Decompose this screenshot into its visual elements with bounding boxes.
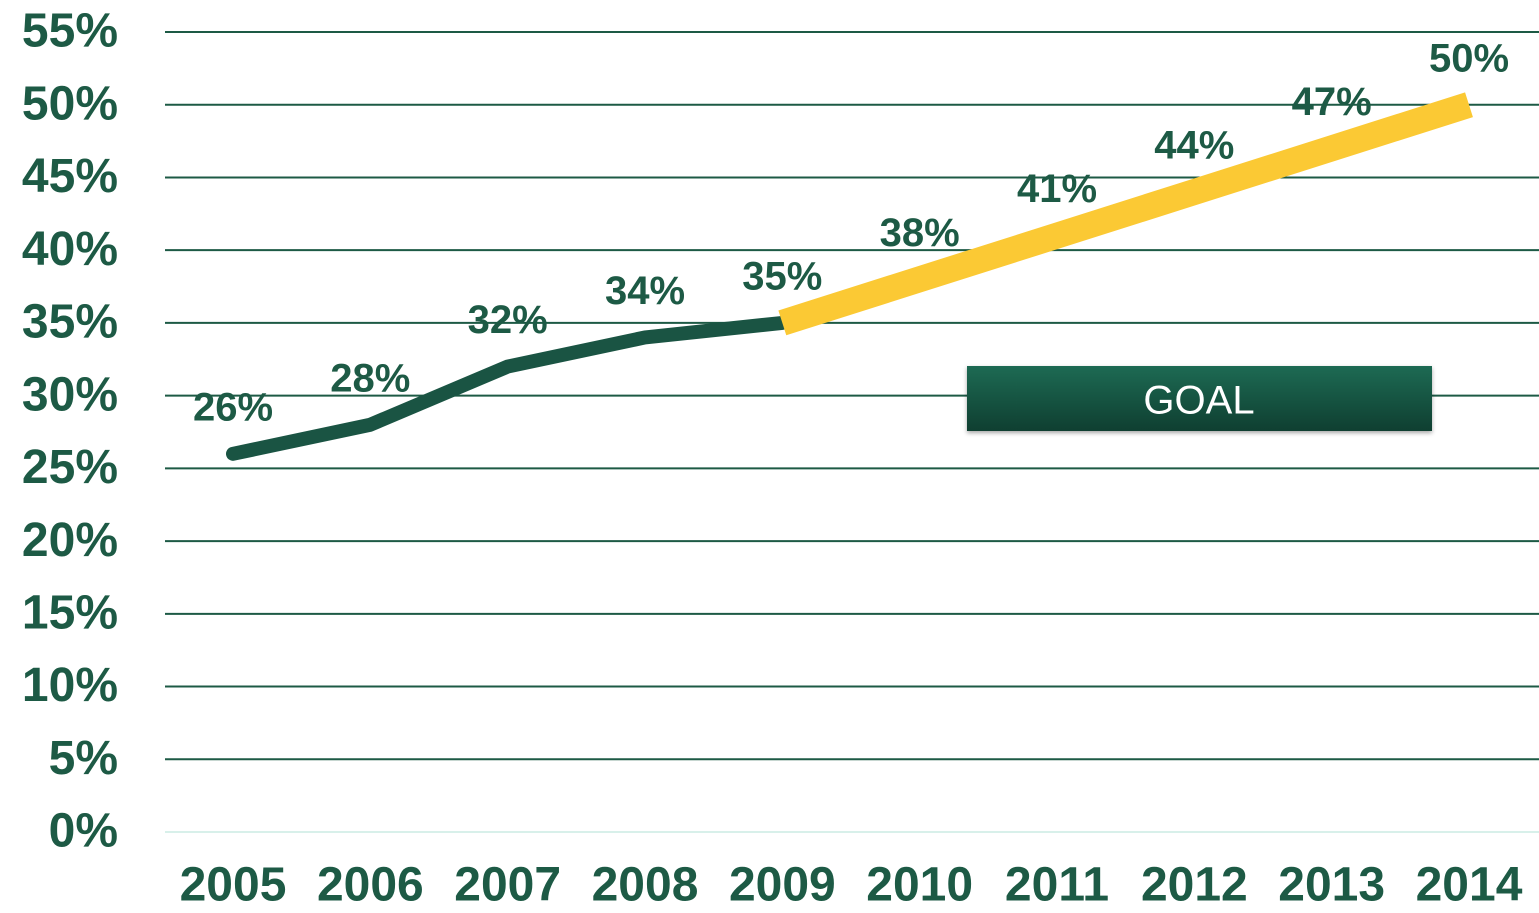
series-line <box>226 315 790 461</box>
goal-label: GOAL <box>1143 379 1254 423</box>
y-tick-label: 0% <box>49 805 118 858</box>
y-tick-label: 55% <box>22 5 118 58</box>
y-tick-label: 50% <box>22 77 118 130</box>
data-label: 41% <box>1017 167 1097 211</box>
data-label: 35% <box>742 254 822 298</box>
y-tick-label: 20% <box>22 514 118 567</box>
y-tick-label: 40% <box>22 223 118 276</box>
x-tick-label: 2007 <box>454 859 561 912</box>
y-tick-label: 15% <box>22 586 118 639</box>
data-label: 50% <box>1429 36 1509 80</box>
data-label: 32% <box>468 298 548 342</box>
x-tick-label: 2009 <box>729 859 836 912</box>
x-tick-label: 2006 <box>317 859 424 912</box>
data-label: 28% <box>330 356 410 400</box>
data-label: 38% <box>880 211 960 255</box>
data-label: 34% <box>605 269 685 313</box>
y-tick-label: 5% <box>49 732 118 785</box>
x-tick-label: 2012 <box>1141 859 1248 912</box>
x-tick-label: 2011 <box>1005 859 1109 912</box>
data-label: 26% <box>193 385 273 429</box>
x-tick-label: 2010 <box>866 859 973 912</box>
x-tick-label: 2014 <box>1416 859 1523 912</box>
y-tick-label: 35% <box>22 296 118 349</box>
y-tick-label: 45% <box>22 150 118 203</box>
y-tick-label: 10% <box>22 659 118 712</box>
series-line <box>778 92 1473 336</box>
goal-box <box>967 366 1432 431</box>
x-tick-label: 2005 <box>180 859 287 912</box>
x-tick-label: 2008 <box>592 859 699 912</box>
y-tick-label: 25% <box>22 441 118 494</box>
data-label: 47% <box>1292 80 1372 124</box>
y-tick-label: 30% <box>22 368 118 421</box>
x-tick-label: 2013 <box>1278 859 1385 912</box>
data-label: 44% <box>1154 124 1234 168</box>
